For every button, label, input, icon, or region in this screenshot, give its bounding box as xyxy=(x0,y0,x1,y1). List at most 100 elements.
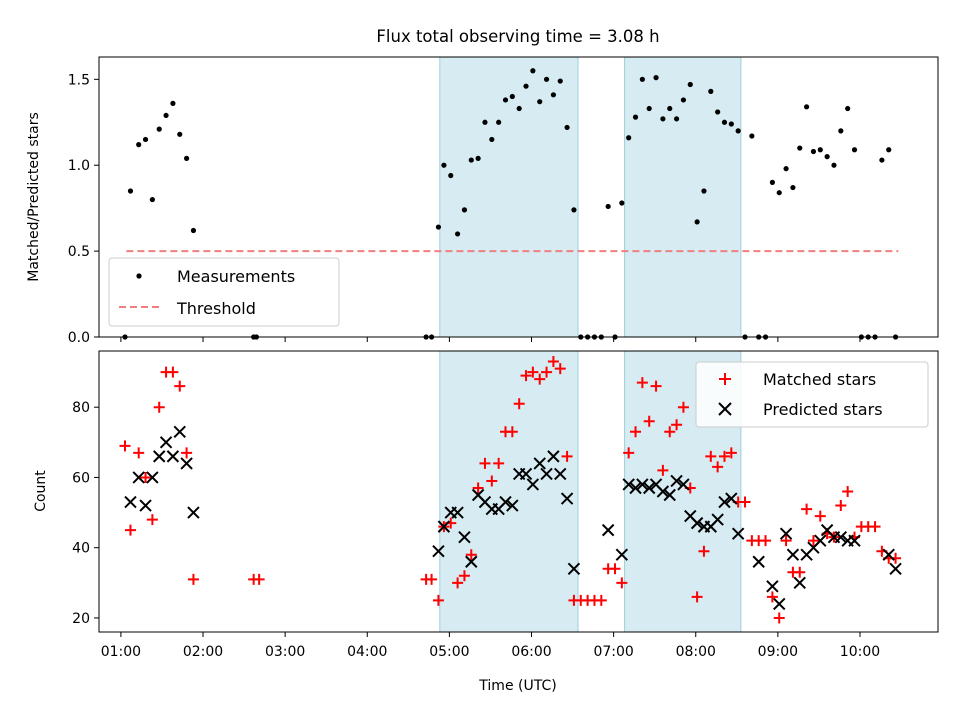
matched-star-point xyxy=(253,573,265,585)
legend-marker-measurements xyxy=(136,273,142,279)
predicted-star-point xyxy=(663,488,676,502)
matched-star-point xyxy=(636,377,648,389)
predicted-star-point xyxy=(786,548,800,561)
predicted-star-point xyxy=(814,534,827,547)
x-tick-label: 03:00 xyxy=(265,644,305,660)
x-tick-label: 07:00 xyxy=(593,644,633,660)
predicted-star-point xyxy=(718,495,731,509)
matched-star-point xyxy=(541,366,553,378)
predicted-star-point xyxy=(629,481,642,495)
measurement-point xyxy=(516,105,522,112)
measurement-point xyxy=(721,119,728,125)
predicted-star-point xyxy=(834,530,848,544)
measurement-point xyxy=(845,105,851,112)
x-tick-label: 05:00 xyxy=(429,644,469,660)
matched-star-point xyxy=(664,426,676,438)
measurement-point xyxy=(557,78,563,84)
predicted-star-point xyxy=(124,495,137,509)
bottom-y-tick-label: 60 xyxy=(72,470,90,486)
measurement-point xyxy=(448,172,454,179)
measurement-point xyxy=(156,126,162,132)
x-tick-label: 01:00 xyxy=(101,644,141,660)
measurement-point xyxy=(632,114,639,120)
x-tick-label: 06:00 xyxy=(511,644,551,660)
measurement-point xyxy=(660,116,666,122)
measurement-point xyxy=(653,75,659,81)
predicted-star-point xyxy=(506,499,519,512)
measurement-point xyxy=(886,147,892,153)
measurement-point xyxy=(769,179,775,185)
measurement-point xyxy=(694,219,700,225)
matched-star-point xyxy=(174,380,186,392)
measurement-point xyxy=(804,104,810,110)
measurement-point xyxy=(441,162,447,168)
measurement-point xyxy=(605,203,611,210)
matched-star-point xyxy=(124,524,136,536)
predicted-star-point xyxy=(533,457,546,470)
matched-star-point xyxy=(493,457,505,469)
matched-star-point xyxy=(705,450,717,462)
legend-marker-predicted xyxy=(718,402,732,416)
measurement-point xyxy=(509,93,515,100)
measurement-point xyxy=(468,157,474,163)
measurement-point xyxy=(489,136,495,143)
matched-star-point xyxy=(814,510,826,522)
top-y-tick-label: 1.0 xyxy=(68,158,90,174)
x-tick-label: 10:00 xyxy=(840,644,880,660)
highlight-band xyxy=(439,350,579,633)
measurement-point xyxy=(177,131,183,137)
top-y-tick-label: 0.0 xyxy=(68,330,90,346)
predicted-star-point xyxy=(132,471,145,484)
matched-star-point xyxy=(623,447,635,459)
predicted-star-point xyxy=(711,513,724,526)
predicted-star-point xyxy=(173,425,186,438)
predicted-star-point xyxy=(166,450,180,463)
measurement-point xyxy=(749,133,755,139)
top-axes-frame xyxy=(98,56,939,338)
matched-star-point xyxy=(760,535,772,547)
measurement-point xyxy=(673,116,680,122)
measurement-point xyxy=(571,207,577,213)
matched-star-point xyxy=(725,447,737,459)
matched-star-point xyxy=(458,570,470,582)
predicted-star-point xyxy=(779,527,793,540)
matched-star-point xyxy=(657,464,669,476)
measurement-point xyxy=(646,105,652,112)
predicted-star-point xyxy=(519,467,533,481)
measurement-point xyxy=(142,136,149,143)
matched-star-point xyxy=(153,401,165,413)
matched-star-point xyxy=(698,545,710,557)
legend-label-matched: Matched stars xyxy=(763,370,876,389)
measurement-point xyxy=(435,224,442,230)
x-tick-label: 04:00 xyxy=(347,644,387,660)
bottom-y-tick-label: 20 xyxy=(72,611,90,627)
predicted-star-point xyxy=(547,450,560,463)
measurement-point xyxy=(851,147,858,153)
matched-star-point xyxy=(691,591,703,603)
predicted-star-point xyxy=(677,478,690,491)
matched-star-point xyxy=(554,363,566,375)
predicted-star-point xyxy=(615,548,629,561)
legend-label-threshold: Threshold xyxy=(176,299,256,318)
matched-star-point xyxy=(181,447,193,459)
top-y-tick-label: 1.5 xyxy=(68,72,90,88)
measurement-point xyxy=(708,88,714,94)
top-x-ticks xyxy=(120,337,861,342)
predicted-star-point xyxy=(139,499,152,512)
measurement-point xyxy=(680,97,687,103)
matched-star-point xyxy=(534,373,546,385)
measurement-point xyxy=(461,207,468,213)
predicted-star-point xyxy=(560,492,574,505)
predicted-star-point xyxy=(146,471,159,484)
bottom-points xyxy=(119,356,902,624)
predicted-star-point xyxy=(882,548,895,561)
predicted-star-point xyxy=(153,450,166,463)
matched-star-point xyxy=(465,549,477,561)
measurement-point xyxy=(496,119,502,125)
measurement-point xyxy=(728,121,734,127)
measurement-point xyxy=(619,200,625,206)
predicted-star-point xyxy=(670,474,683,488)
matched-star-point xyxy=(773,612,785,624)
